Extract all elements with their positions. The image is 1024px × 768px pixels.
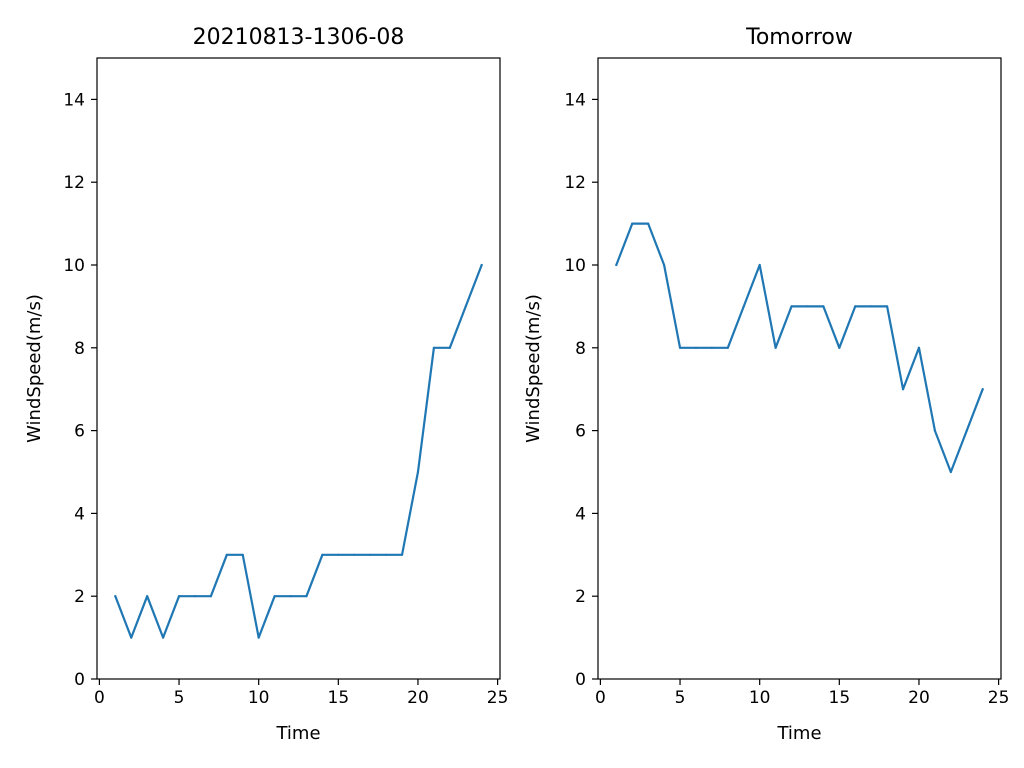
data-point <box>480 263 483 267</box>
data-point <box>321 553 324 556</box>
data-point <box>209 595 212 598</box>
x-tick-label: 0 <box>94 688 105 708</box>
data-point <box>385 553 388 556</box>
data-point <box>981 388 984 391</box>
data-point <box>742 305 745 308</box>
x-tick-label: 5 <box>174 688 185 708</box>
y-tick-label: 14 <box>63 90 85 110</box>
y-tick-label: 2 <box>575 587 586 607</box>
y-tick-label: 8 <box>74 339 85 359</box>
data-point <box>241 553 244 556</box>
x-tick-label: 25 <box>487 688 509 708</box>
data-point <box>647 222 650 225</box>
data-point <box>694 346 698 349</box>
y-tick-label: 10 <box>564 256 586 276</box>
data-point <box>678 346 682 349</box>
chart-title: Tomorrow <box>745 25 853 50</box>
data-point <box>225 553 228 556</box>
data-point <box>146 595 149 598</box>
x-tick-label: 10 <box>749 688 771 708</box>
y-axis-label: WindSpeed(m/s) <box>24 294 45 443</box>
data-point <box>933 429 936 432</box>
data-point <box>416 470 420 474</box>
data-point <box>822 305 825 308</box>
x-tick-label: 15 <box>829 688 851 708</box>
data-point <box>337 553 340 556</box>
x-tick-label: 20 <box>407 688 429 708</box>
data-point <box>949 470 952 474</box>
data-point <box>758 263 761 267</box>
data-point <box>257 636 260 639</box>
x-tick-label: 20 <box>908 688 930 708</box>
y-tick-label: 12 <box>564 173 586 193</box>
data-point <box>353 553 356 556</box>
series-line <box>114 263 483 639</box>
y-tick-label: 6 <box>74 422 85 442</box>
data-point <box>464 305 467 308</box>
y-tick-label: 0 <box>74 670 85 690</box>
axis-ticks: 0 5 10 15 20 25 0 2 4 6 8 10 12 14 <box>63 90 508 708</box>
data-point <box>615 263 618 267</box>
data-point <box>917 346 921 349</box>
plot-frame <box>96 57 501 680</box>
data-point <box>838 346 841 349</box>
data-point <box>854 305 857 308</box>
data-point <box>965 429 968 432</box>
x-tick-label: 10 <box>248 688 270 708</box>
y-tick-label: 12 <box>63 173 85 193</box>
data-point <box>193 595 197 598</box>
data-point <box>400 553 404 556</box>
data-point <box>448 346 451 349</box>
x-tick-label: 15 <box>328 688 350 708</box>
y-tick-label: 4 <box>575 504 586 524</box>
y-tick-label: 14 <box>564 90 586 110</box>
y-tick-label: 0 <box>575 670 586 690</box>
x-axis-label: Time <box>776 723 821 744</box>
plot-frame <box>597 57 1002 680</box>
chart-panel-1: 20210813-1306-08 Time WindSpeed(m/s) 0 5 1… <box>24 25 508 744</box>
chart-panel-2: Tomorrow Time WindSpeed(m/s) 0 5 10 15 20 250… <box>523 25 1009 744</box>
data-point <box>901 388 905 391</box>
y-tick-label: 2 <box>74 587 85 607</box>
y-tick-label: 10 <box>63 256 85 276</box>
data-point <box>162 636 165 639</box>
series-line <box>615 222 984 474</box>
data-point <box>273 595 276 598</box>
x-tick-label: 5 <box>675 688 686 708</box>
series-marks <box>114 263 483 639</box>
data-point <box>806 305 809 308</box>
data-point <box>289 595 292 598</box>
series-marks <box>615 222 984 474</box>
data-point <box>886 305 889 308</box>
data-point <box>305 595 308 598</box>
data-point <box>177 595 181 598</box>
x-axis-label: Time <box>275 723 320 744</box>
y-tick-label: 6 <box>575 422 586 442</box>
data-point <box>114 595 117 598</box>
data-point <box>663 263 666 267</box>
data-point <box>631 222 634 225</box>
data-point <box>710 346 713 349</box>
y-tick-label: 4 <box>74 504 85 524</box>
y-axis-label: WindSpeed(m/s) <box>523 294 544 443</box>
x-tick-label: 0 <box>595 688 606 708</box>
data-point <box>432 346 435 349</box>
chart-title: 20210813-1306-08 <box>193 25 405 50</box>
data-point <box>130 636 133 639</box>
axis-ticks: 0 5 10 15 20 25 0 2 4 6 8 10 12 14 <box>564 90 1009 708</box>
x-tick-label: 25 <box>988 688 1010 708</box>
data-point <box>870 305 873 308</box>
y-tick-label: 8 <box>575 339 586 359</box>
data-point <box>726 346 729 349</box>
data-point <box>369 553 372 556</box>
data-point <box>790 305 793 308</box>
data-point <box>774 346 777 349</box>
